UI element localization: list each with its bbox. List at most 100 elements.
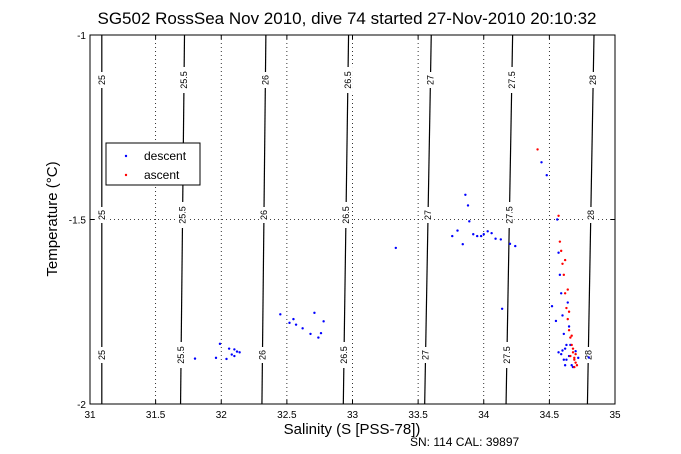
descent-point bbox=[482, 233, 485, 236]
descent-point bbox=[557, 351, 560, 354]
descent-point bbox=[230, 353, 233, 356]
ascent-point bbox=[563, 258, 567, 262]
descent-point bbox=[567, 325, 571, 328]
contour-label-bg bbox=[588, 72, 599, 88]
descent-point bbox=[294, 323, 298, 326]
x-tick-label: 34 bbox=[478, 410, 490, 421]
contour-label-26: 26 bbox=[260, 75, 270, 85]
ascent-point bbox=[574, 352, 577, 356]
ascent-point bbox=[566, 288, 569, 291]
x-tick-label: 32 bbox=[216, 410, 228, 421]
contour-label-27: 27 bbox=[421, 350, 431, 360]
ascent-point bbox=[574, 361, 577, 364]
ascent-point bbox=[567, 329, 571, 332]
contour-label-bg bbox=[341, 202, 352, 228]
descent-point bbox=[461, 243, 464, 246]
descent-point bbox=[561, 314, 564, 317]
descent-point bbox=[468, 220, 471, 223]
contour-label-bg bbox=[257, 347, 268, 363]
contour-label-26: 26 bbox=[257, 350, 267, 360]
contour-label-27.5: 27.5 bbox=[502, 346, 512, 364]
descent-point bbox=[214, 356, 218, 360]
contour-label-27.5: 27.5 bbox=[507, 71, 517, 89]
contour-label-26: 26 bbox=[259, 210, 269, 220]
descent-point bbox=[317, 336, 320, 339]
ascent-point bbox=[570, 334, 573, 337]
ascent-point bbox=[536, 148, 539, 151]
ascent-point bbox=[561, 262, 564, 265]
ascent-point bbox=[569, 336, 572, 339]
contour-label-26.5: 26.5 bbox=[343, 71, 353, 89]
ascent-point bbox=[559, 249, 563, 253]
contour-label-25.5: 25.5 bbox=[179, 71, 189, 89]
y-tick-label: -1 bbox=[77, 31, 86, 42]
descent-point bbox=[570, 364, 573, 367]
descent-point bbox=[193, 357, 197, 360]
ascent-point bbox=[563, 292, 567, 295]
descent-point bbox=[233, 348, 236, 351]
descent-point bbox=[479, 234, 483, 238]
descent-point bbox=[313, 311, 316, 315]
descent-point bbox=[279, 313, 282, 316]
contour-label-bg bbox=[339, 342, 350, 368]
contour-label-28: 28 bbox=[583, 350, 593, 360]
ascent-point bbox=[573, 356, 576, 360]
descent-point bbox=[227, 347, 231, 350]
serial-calibration-text: SN: 114 CAL: 39897 bbox=[410, 435, 520, 449]
descent-point bbox=[556, 218, 559, 221]
x-tick-label: 33.5 bbox=[408, 410, 428, 421]
ascent-point bbox=[573, 365, 576, 369]
contour-label-25: 25 bbox=[97, 75, 107, 85]
legend: descent ascent bbox=[105, 142, 201, 186]
x-tick-label: 31.5 bbox=[146, 410, 166, 421]
contour-label-bg bbox=[96, 347, 107, 363]
descent-point bbox=[577, 356, 580, 360]
contour-label-bg bbox=[260, 72, 271, 88]
legend-box bbox=[105, 142, 201, 186]
ascent-point bbox=[565, 306, 568, 310]
ascent-point bbox=[562, 273, 566, 277]
descent-point bbox=[587, 356, 590, 359]
descent-point bbox=[563, 347, 567, 350]
contour-label-25: 25 bbox=[97, 210, 107, 220]
ascent-point bbox=[571, 351, 575, 354]
descent-point bbox=[566, 301, 569, 304]
descent-point bbox=[451, 234, 454, 238]
x-tick-label: 31 bbox=[84, 410, 96, 421]
contour-label-bg bbox=[258, 207, 269, 223]
contour-label-26.5: 26.5 bbox=[339, 346, 349, 364]
contour-label-bg bbox=[342, 67, 353, 93]
descent-point bbox=[565, 343, 568, 347]
contour-label-27: 27 bbox=[423, 210, 433, 220]
descent-point bbox=[499, 238, 503, 241]
descent-point bbox=[558, 273, 562, 277]
ascent-point bbox=[566, 317, 569, 321]
contour-label-28: 28 bbox=[588, 75, 598, 85]
descent-point bbox=[288, 321, 291, 325]
y-tick-label: -1.5 bbox=[69, 216, 87, 227]
descent-point bbox=[238, 351, 241, 354]
legend-label-ascent: ascent bbox=[144, 168, 180, 182]
descent-point bbox=[545, 174, 548, 177]
contour-label-bg bbox=[177, 202, 188, 228]
descent-point bbox=[319, 331, 323, 335]
x-tick-labels: 31 31.5 32 32.5 33 33.5 34 34.5 35 bbox=[84, 410, 621, 421]
y-tick-label: -2 bbox=[77, 400, 86, 411]
descent-point bbox=[301, 327, 304, 330]
legend-marker-descent bbox=[124, 154, 128, 158]
contour-label-bg bbox=[425, 72, 436, 88]
descent-point bbox=[508, 242, 512, 246]
ascent-point bbox=[569, 354, 572, 358]
contour-label-bg bbox=[504, 202, 515, 228]
descent-point bbox=[490, 231, 493, 235]
contour-label-bg bbox=[506, 67, 517, 93]
descent-point bbox=[218, 342, 222, 346]
contour-label-bg bbox=[420, 347, 431, 363]
y-axis-label: Temperature (°C) bbox=[44, 161, 61, 276]
ascent-point bbox=[557, 214, 560, 218]
contour-label-27.5: 27.5 bbox=[504, 206, 514, 224]
density-contours: 25 25 25 25.5 25.5 25.5 26 26 26 26.5 26.5 26.5 27 27… bbox=[96, 34, 599, 405]
descent-point bbox=[559, 352, 563, 356]
ascent-point bbox=[573, 358, 576, 361]
contour-label-25: 25 bbox=[97, 350, 107, 360]
